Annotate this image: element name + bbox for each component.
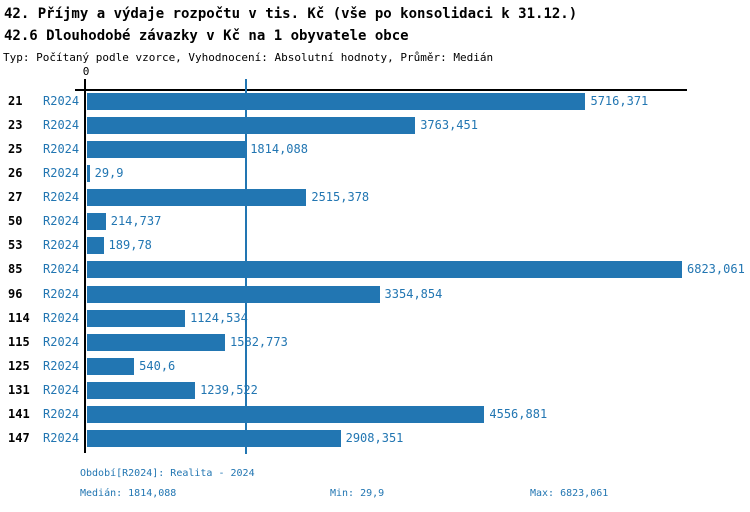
row-series-label: R2024: [43, 358, 80, 373]
row-series-label: R2024: [43, 190, 80, 205]
footer-median-stat: Medián: 1814,088: [80, 488, 177, 499]
bar: [87, 116, 416, 134]
footer-period-legend: Období[R2024]: Realita - 2024: [80, 468, 255, 479]
axis-zero-tick-label: 0: [82, 65, 90, 78]
bar-value-label: 1239,522: [200, 383, 258, 398]
footer-max-stat: Max: 6823,061: [530, 488, 609, 499]
bar: [87, 382, 196, 400]
row-category-label: 50: [8, 214, 23, 229]
row-category-label: 23: [8, 117, 23, 132]
row-series-label: R2024: [43, 117, 80, 132]
row-series-label: R2024: [43, 431, 80, 446]
bar: [87, 164, 90, 182]
row-series-label: R2024: [43, 141, 80, 156]
bar-value-label: 2515,378: [311, 190, 370, 205]
bar-value-label: 1814,088: [250, 141, 308, 156]
footer-min-stat: Min: 29,9: [330, 488, 385, 499]
row-category-label: 21: [8, 93, 23, 108]
row-series-label: R2024: [43, 383, 80, 398]
row-category-label: 85: [8, 262, 23, 277]
axis-top-line: [75, 89, 687, 91]
chart-meta-line: Typ: Počítaný podle vzorce, Vyhodnocení:…: [3, 51, 494, 64]
row-category-label: 147: [8, 431, 30, 446]
row-series-label: R2024: [43, 165, 80, 180]
bar: [87, 189, 307, 207]
bar: [87, 430, 341, 448]
bar-value-label: 3354,854: [384, 286, 443, 301]
row-category-label: 141: [8, 407, 30, 422]
row-series-label: R2024: [43, 310, 80, 325]
axis-vertical-line: [84, 79, 86, 453]
bar-value-label: 3763,451: [420, 117, 478, 132]
bar: [87, 213, 106, 231]
row-category-label: 125: [8, 358, 30, 373]
row-series-label: R2024: [43, 93, 80, 108]
bar-value-label: 5716,371: [590, 93, 649, 108]
row-category-label: 114: [8, 310, 30, 325]
bar-value-label: 1124,534: [190, 310, 248, 325]
chart-title: 42. Příjmy a výdaje rozpočtu v tis. Kč (…: [4, 6, 578, 22]
row-series-label: R2024: [43, 262, 80, 277]
chart-subtitle: 42.6 Dlouhodobé závazky v Kč na 1 obyvat…: [4, 28, 409, 44]
bar-value-label: 2908,351: [345, 431, 404, 446]
row-category-label: 25: [8, 141, 23, 156]
row-category-label: 27: [8, 190, 23, 205]
row-series-label: R2024: [43, 214, 80, 229]
bar: [87, 92, 586, 110]
row-series-label: R2024: [43, 334, 80, 349]
bar: [87, 357, 135, 375]
bar: [87, 140, 246, 158]
bar-value-label: 540,6: [139, 358, 176, 373]
bar-value-label: 29,9: [94, 165, 124, 180]
row-category-label: 26: [8, 165, 23, 180]
row-series-label: R2024: [43, 238, 80, 253]
row-category-label: 96: [8, 286, 23, 301]
row-category-label: 115: [8, 334, 30, 349]
bar: [87, 261, 682, 279]
row-series-label: R2024: [43, 286, 80, 301]
bar-value-label: 189,78: [108, 238, 152, 253]
bar: [87, 333, 226, 351]
bar: [87, 309, 186, 327]
row-category-label: 53: [8, 238, 23, 253]
row-category-label: 131: [8, 383, 30, 398]
bar: [87, 406, 485, 424]
bar-value-label: 1582,773: [230, 334, 288, 349]
bar: [87, 237, 104, 255]
bar-value-label: 214,737: [110, 214, 162, 229]
row-series-label: R2024: [43, 407, 80, 422]
bar-value-label: 4556,881: [489, 407, 548, 422]
bar: [87, 285, 380, 303]
bar-value-label: 6823,061: [687, 262, 745, 277]
